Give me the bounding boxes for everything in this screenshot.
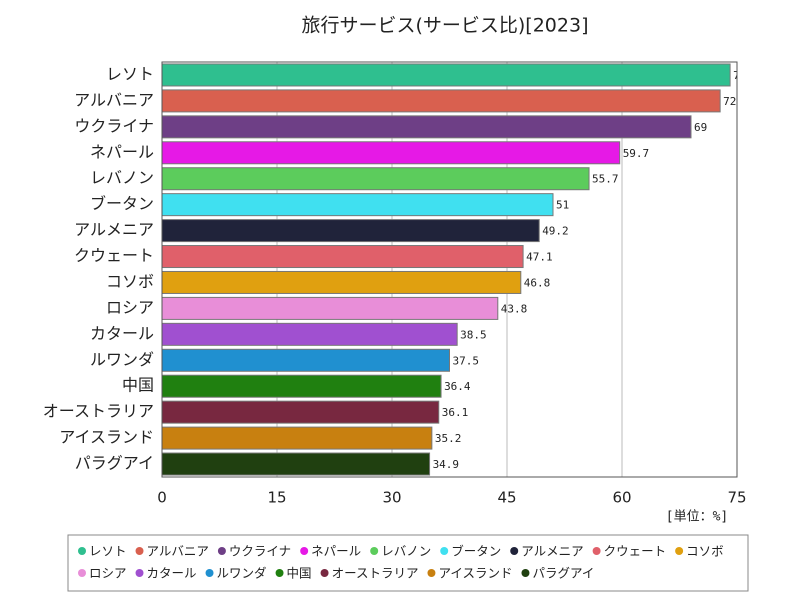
y-tick-label: アルメニア	[74, 220, 154, 239]
value-label: 59.7	[623, 147, 650, 160]
bar	[161, 296, 499, 320]
x-tick-label: 75	[727, 489, 746, 507]
chart-title: 旅行サービス(サービス比)[2023]	[301, 15, 588, 37]
value-label: 47.1	[526, 251, 553, 264]
legend-swatch	[78, 547, 86, 555]
value-label: 74.1	[733, 69, 760, 82]
value-label: 36.1	[442, 406, 469, 419]
legend-label: カタール	[147, 566, 197, 581]
y-tick-label: ウクライナ	[74, 116, 154, 135]
value-label: 43.8	[501, 302, 528, 315]
bar	[161, 115, 692, 139]
x-tick-label: 15	[267, 489, 286, 507]
legend-swatch	[427, 569, 436, 577]
value-label: 46.8	[524, 276, 551, 289]
legend-label: ウクライナ	[229, 544, 291, 559]
legend-swatch	[135, 547, 144, 555]
legend-label: レバノン	[381, 544, 431, 559]
y-tick-label: アルバニア	[74, 90, 154, 109]
legend-swatch	[521, 569, 530, 577]
y-tick-label: アイスランド	[59, 428, 154, 447]
value-label: 51	[556, 199, 569, 212]
y-tick-label: ブータン	[90, 194, 154, 213]
legend-swatch	[510, 547, 519, 555]
legend-label: ネパール	[311, 544, 361, 559]
legend-label: クウェート	[604, 544, 667, 559]
y-tick-label: レバノン	[90, 168, 154, 187]
x-tick-label: 60	[612, 489, 631, 507]
legend-swatch	[217, 547, 226, 555]
bar	[161, 452, 431, 476]
legend-label: レソト	[89, 544, 127, 559]
value-label: 55.7	[592, 173, 619, 186]
value-label: 38.5	[460, 328, 487, 341]
bar	[161, 89, 721, 113]
legend-swatch	[675, 547, 684, 555]
legend-label: ルワンダ	[217, 566, 267, 581]
y-tick-label: レソト	[106, 64, 154, 83]
value-label: 35.2	[435, 432, 462, 445]
bar	[161, 193, 554, 217]
y-tick-label: コソボ	[106, 272, 154, 291]
legend-swatch	[205, 569, 214, 577]
bar	[161, 374, 442, 398]
x-tick-label: 30	[382, 489, 401, 507]
value-label: 49.2	[542, 225, 569, 238]
bar	[161, 63, 731, 87]
legend-swatch	[320, 569, 329, 577]
value-label: 69	[694, 121, 707, 134]
legend-label: コソボ	[686, 544, 724, 559]
bar	[161, 426, 433, 450]
value-label: 34.9	[433, 458, 460, 471]
legend-swatch	[78, 569, 86, 577]
y-tick-label: 中国	[122, 376, 154, 395]
bar	[161, 322, 458, 346]
plot-frame	[161, 61, 738, 478]
legend-swatch	[440, 547, 449, 555]
x-tick-label: 45	[497, 489, 516, 507]
y-tick-label: ロシア	[106, 298, 154, 317]
legend-label: アルメニア	[521, 544, 583, 559]
bar	[161, 219, 540, 243]
bar	[161, 400, 440, 424]
bar	[161, 245, 524, 269]
x-tick-label: 0	[157, 489, 167, 507]
legend-label: ブータン	[451, 544, 501, 559]
legend-swatch	[275, 569, 284, 577]
legend-label: オーストラリア	[332, 566, 419, 581]
legend-box	[67, 534, 749, 592]
legend-swatch	[370, 547, 379, 555]
y-tick-label: オーストラリア	[43, 402, 154, 421]
y-tick-label: カタール	[90, 324, 154, 343]
legend-label: アイスランド	[438, 566, 512, 581]
value-label: 72.8	[723, 95, 750, 108]
bar	[161, 270, 522, 294]
y-tick-label: パラグアイ	[75, 454, 154, 473]
bar	[161, 167, 590, 191]
y-tick-label: ルワンダ	[90, 350, 154, 369]
y-tick-label: ネパール	[90, 142, 154, 161]
y-tick-label: クウェート	[74, 246, 154, 265]
legend-swatch	[300, 547, 309, 555]
legend-swatch	[135, 569, 144, 577]
value-label: 36.4	[444, 380, 471, 393]
legend-swatch	[592, 547, 601, 555]
legend-label: アルバニア	[147, 544, 209, 559]
legend-label: 中国	[287, 566, 312, 581]
bar	[161, 348, 450, 372]
legend-label: パラグアイ	[532, 566, 594, 581]
legend-label: ロシア	[89, 566, 127, 581]
bar	[161, 141, 621, 165]
unit-label: [単位：%]	[666, 509, 728, 525]
value-label: 37.5	[453, 354, 480, 367]
